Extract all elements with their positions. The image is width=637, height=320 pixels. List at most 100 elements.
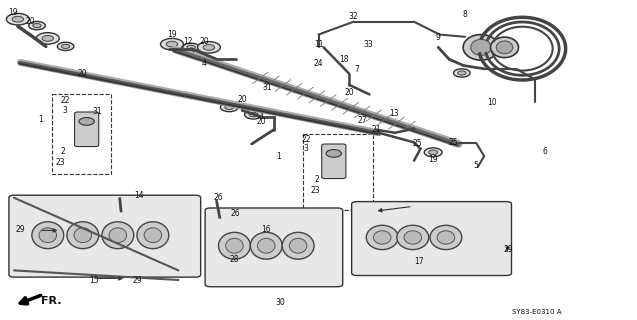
- Text: 31: 31: [92, 108, 103, 116]
- Text: 32: 32: [348, 12, 359, 21]
- Text: 9: 9: [436, 33, 441, 42]
- Text: 29: 29: [15, 225, 25, 234]
- Bar: [303, 134, 373, 210]
- Circle shape: [166, 41, 178, 47]
- Text: 2: 2: [315, 175, 320, 184]
- Text: 18: 18: [340, 55, 348, 64]
- Text: 20: 20: [78, 69, 88, 78]
- Circle shape: [6, 13, 29, 25]
- Circle shape: [161, 38, 183, 50]
- Circle shape: [424, 148, 442, 157]
- Text: 10: 10: [487, 98, 497, 107]
- Ellipse shape: [289, 238, 307, 253]
- Circle shape: [42, 36, 54, 41]
- Ellipse shape: [373, 231, 391, 244]
- Circle shape: [457, 71, 466, 75]
- Text: 26: 26: [231, 209, 241, 218]
- Text: 3: 3: [303, 144, 308, 153]
- Ellipse shape: [430, 225, 462, 250]
- Text: 13: 13: [389, 109, 399, 118]
- Ellipse shape: [67, 222, 99, 249]
- Ellipse shape: [137, 222, 169, 249]
- Circle shape: [187, 45, 195, 49]
- Circle shape: [57, 42, 74, 51]
- Circle shape: [29, 21, 45, 30]
- Ellipse shape: [257, 238, 275, 253]
- Ellipse shape: [490, 37, 519, 58]
- Text: 29: 29: [132, 276, 142, 285]
- Text: 5: 5: [473, 161, 478, 170]
- Text: 33: 33: [363, 40, 373, 49]
- Circle shape: [429, 150, 438, 155]
- Circle shape: [454, 69, 470, 77]
- Ellipse shape: [218, 232, 250, 259]
- Ellipse shape: [496, 41, 513, 54]
- Text: 19: 19: [167, 30, 177, 39]
- Text: 7: 7: [354, 65, 359, 74]
- Text: 22: 22: [301, 135, 310, 144]
- Circle shape: [245, 110, 262, 119]
- Text: 4: 4: [201, 60, 206, 68]
- Ellipse shape: [282, 232, 314, 259]
- Ellipse shape: [32, 222, 64, 249]
- Ellipse shape: [471, 39, 491, 55]
- Text: 25: 25: [448, 138, 459, 147]
- Ellipse shape: [109, 228, 127, 243]
- Circle shape: [79, 117, 94, 125]
- Ellipse shape: [463, 35, 499, 60]
- Text: 20: 20: [256, 117, 266, 126]
- Text: 17: 17: [414, 257, 424, 266]
- FancyBboxPatch shape: [9, 195, 201, 277]
- Text: 29: 29: [503, 245, 513, 254]
- Circle shape: [225, 105, 234, 109]
- Text: 3: 3: [62, 106, 68, 115]
- Circle shape: [203, 44, 215, 50]
- Circle shape: [33, 24, 41, 28]
- Text: 20: 20: [25, 17, 36, 26]
- Text: 26: 26: [213, 193, 223, 202]
- Ellipse shape: [74, 228, 92, 243]
- Circle shape: [220, 103, 238, 112]
- Text: 21: 21: [371, 125, 380, 134]
- Circle shape: [61, 44, 70, 48]
- Bar: [52, 94, 111, 174]
- Ellipse shape: [250, 232, 282, 259]
- Text: 8: 8: [462, 10, 468, 19]
- FancyBboxPatch shape: [322, 144, 346, 179]
- Text: 20: 20: [344, 88, 354, 97]
- Ellipse shape: [102, 222, 134, 249]
- Text: 1: 1: [276, 152, 281, 161]
- Ellipse shape: [437, 231, 455, 244]
- Text: 19: 19: [8, 8, 18, 17]
- Ellipse shape: [225, 238, 243, 253]
- Text: 16: 16: [261, 225, 271, 234]
- Ellipse shape: [397, 225, 429, 250]
- Text: 23: 23: [310, 186, 320, 195]
- FancyBboxPatch shape: [75, 112, 99, 147]
- Text: 2: 2: [60, 148, 65, 156]
- Text: 15: 15: [89, 276, 99, 285]
- Text: 22: 22: [61, 96, 69, 105]
- Circle shape: [183, 43, 199, 52]
- FancyBboxPatch shape: [205, 208, 343, 287]
- Text: 12: 12: [183, 37, 192, 46]
- Ellipse shape: [404, 231, 422, 244]
- Ellipse shape: [366, 225, 398, 250]
- Text: 14: 14: [134, 191, 144, 200]
- Text: 6: 6: [542, 147, 547, 156]
- Text: 11: 11: [314, 40, 323, 49]
- Text: SY83-E0310 A: SY83-E0310 A: [512, 309, 561, 315]
- Text: FR.: FR.: [41, 296, 61, 306]
- Text: 28: 28: [230, 255, 239, 264]
- Text: 20: 20: [199, 37, 209, 46]
- Text: 31: 31: [262, 84, 273, 92]
- Circle shape: [197, 42, 220, 53]
- Text: 20: 20: [237, 95, 247, 104]
- Circle shape: [326, 149, 341, 157]
- Text: 24: 24: [313, 59, 324, 68]
- Circle shape: [12, 16, 24, 22]
- Circle shape: [36, 33, 59, 44]
- Text: 19: 19: [428, 156, 438, 164]
- Ellipse shape: [144, 228, 162, 243]
- Text: 27: 27: [357, 116, 367, 125]
